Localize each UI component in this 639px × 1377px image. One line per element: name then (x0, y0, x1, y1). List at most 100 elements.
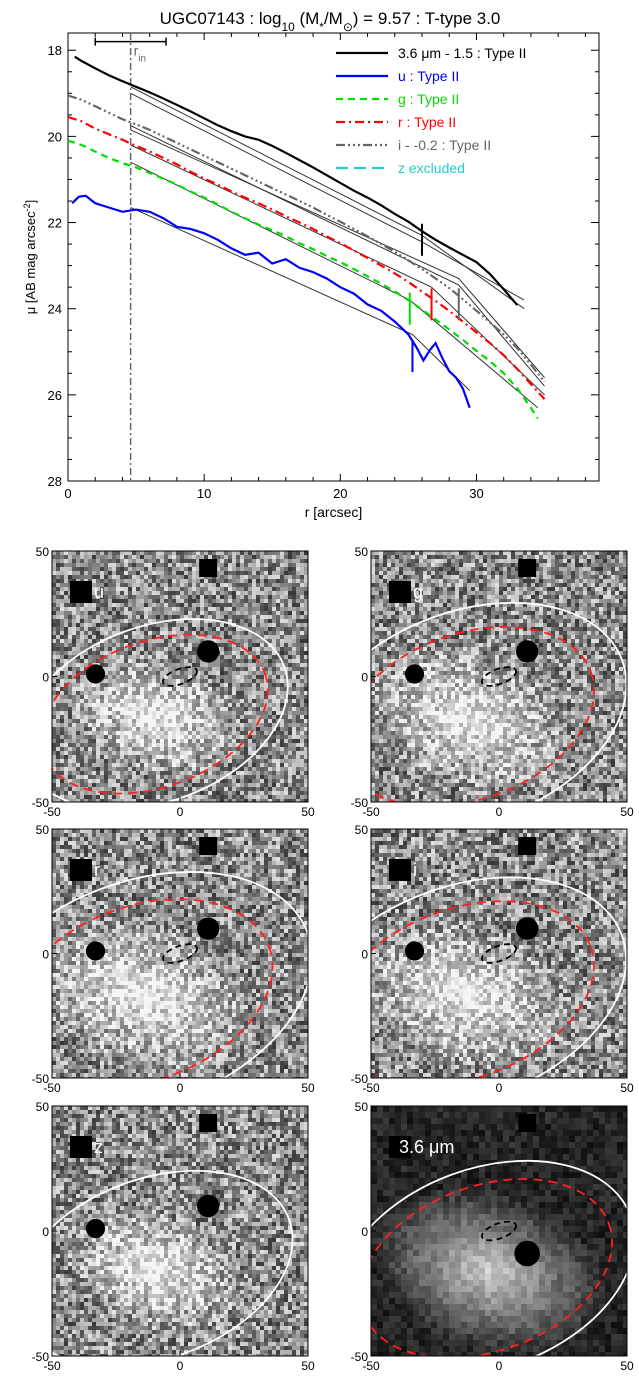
pixel (244, 747, 248, 751)
pixel (236, 571, 240, 575)
pixel (148, 739, 152, 743)
pixel (92, 711, 96, 715)
pixel (260, 607, 264, 611)
pixel (411, 563, 415, 567)
pixel (100, 695, 104, 699)
pixel (603, 551, 607, 555)
pixel (200, 779, 204, 783)
pixel (244, 699, 248, 703)
pixel (128, 595, 132, 599)
pixel (515, 571, 519, 575)
pixel (104, 551, 108, 555)
pixel (535, 571, 539, 575)
pixel (196, 711, 200, 715)
pixel (164, 695, 168, 699)
pixel (240, 591, 244, 595)
pixel (124, 739, 128, 743)
pixel (164, 735, 168, 739)
pixel (204, 711, 208, 715)
pixel (84, 611, 88, 615)
pixel (599, 591, 603, 595)
pixel (112, 771, 116, 775)
pixel (120, 775, 124, 779)
pixel (156, 743, 160, 747)
pixel (76, 787, 80, 791)
pixel (268, 691, 272, 695)
pixel (296, 575, 300, 579)
pixel (164, 623, 168, 627)
pixel (272, 579, 276, 583)
pixel (116, 551, 120, 555)
pixel (132, 623, 136, 627)
pixel (148, 579, 152, 583)
pixel (56, 583, 60, 587)
pixel (248, 795, 252, 799)
pixel (264, 631, 268, 635)
pixel (140, 555, 144, 559)
pixel (136, 727, 140, 731)
series-line (67, 139, 539, 420)
pixel (196, 559, 200, 563)
pixel (136, 743, 140, 747)
pixel (108, 723, 112, 727)
pixel (92, 635, 96, 639)
pixel (196, 611, 200, 615)
pixel (216, 671, 220, 675)
pixel (124, 603, 128, 607)
image-panels: u-50-50005050g-50-50005050r-50-50005050i… (32, 545, 634, 1373)
pixel (280, 559, 284, 563)
pixel (112, 663, 116, 667)
pixel (120, 563, 124, 567)
pixel (288, 723, 292, 727)
pixel (256, 751, 260, 755)
pixel (160, 623, 164, 627)
pixel (268, 711, 272, 715)
pixel (284, 727, 288, 731)
pixel (260, 555, 264, 559)
pixel (220, 671, 224, 675)
pixel (116, 615, 120, 619)
pixel (188, 555, 192, 559)
pixel (144, 767, 148, 771)
pixel (220, 667, 224, 671)
pixel (264, 627, 268, 631)
pixel (435, 559, 439, 563)
pixel (212, 687, 216, 691)
pixel (52, 587, 56, 591)
pixel (475, 575, 479, 579)
pixel (567, 559, 571, 563)
pixel (116, 639, 120, 643)
pixel (152, 651, 156, 655)
pixel (204, 747, 208, 751)
pixel (124, 615, 128, 619)
pixel (132, 599, 136, 603)
pixel (216, 659, 220, 663)
pixel (212, 779, 216, 783)
pixel (260, 679, 264, 683)
pixel (176, 751, 180, 755)
pixel (192, 651, 196, 655)
pixel (571, 595, 575, 599)
pixel (68, 615, 72, 619)
pixel (132, 571, 136, 575)
pixel (208, 663, 212, 667)
pixel (276, 579, 280, 583)
pixel (451, 567, 455, 571)
pixel (248, 739, 252, 743)
pixel (212, 583, 216, 587)
pixel (120, 587, 124, 591)
pixel (140, 635, 144, 639)
pixel (92, 615, 96, 619)
pixel (204, 627, 208, 631)
pixel (479, 591, 483, 595)
pixel (104, 747, 108, 751)
pixel (192, 663, 196, 667)
pixel (232, 751, 236, 755)
pixel (212, 579, 216, 583)
pixel (292, 615, 296, 619)
pixel (264, 587, 268, 591)
pixel (280, 675, 284, 679)
pixel (208, 587, 212, 591)
pixel (172, 575, 176, 579)
pixel (248, 591, 252, 595)
